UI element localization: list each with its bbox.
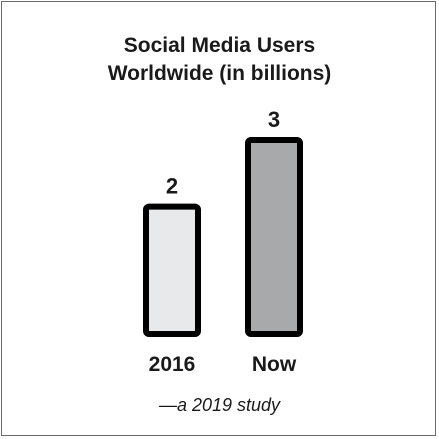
bar-now bbox=[245, 137, 303, 337]
category-label-2016: 2016 bbox=[149, 353, 196, 376]
chart-title-line-1: Social Media Users bbox=[123, 34, 316, 57]
chart-title-line-2: Worldwide (in billions) bbox=[107, 62, 332, 85]
bar-2016 bbox=[143, 203, 201, 338]
value-label-2016: 2 bbox=[166, 174, 178, 199]
value-label-now: 3 bbox=[268, 107, 280, 132]
source-caption: —a 2019 study bbox=[158, 395, 281, 415]
category-label-now: Now bbox=[252, 353, 297, 376]
